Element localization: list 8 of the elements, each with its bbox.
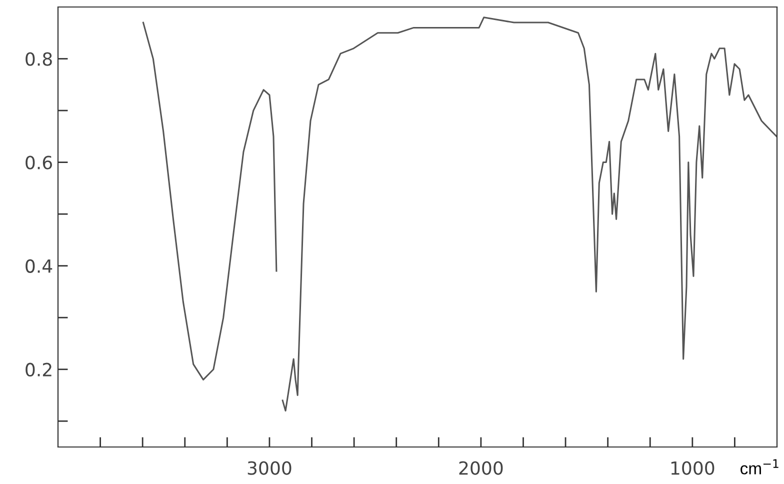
x-tick-label: 2000 [459, 461, 503, 475]
x-tick-label: 3000 [248, 461, 292, 475]
y-tick-label: 0.4 [26, 259, 52, 273]
x-axis-title: cm$^{−1}$ [740, 459, 778, 474]
y-tick-label: 0.8 [26, 52, 52, 66]
y-tick-label: 0.2 [26, 362, 52, 376]
x-tick-label: 1000 [671, 461, 714, 475]
y-tick-label: 0.6 [26, 156, 52, 170]
